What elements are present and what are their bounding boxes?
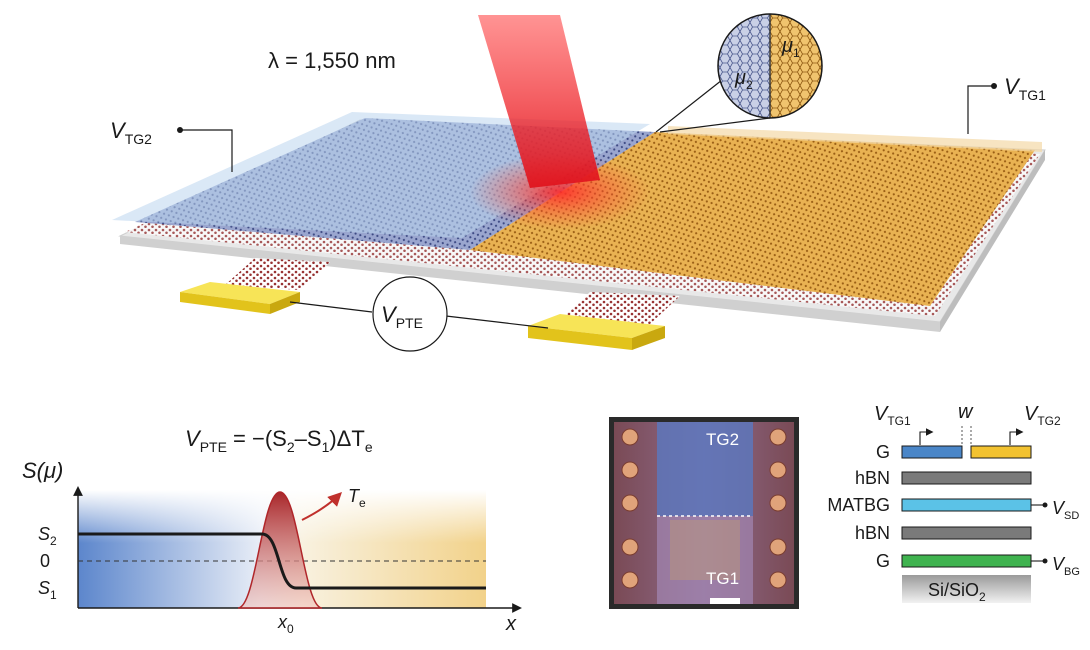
vpte-wire-left — [289, 301, 373, 313]
gate-right-layer — [970, 445, 1032, 459]
mu2-label: μ2 — [734, 67, 753, 92]
layer-label-3: hBN — [855, 523, 890, 543]
hbn-bottom-layer — [901, 526, 1032, 540]
lead-left — [225, 258, 330, 290]
top-gate-1 — [668, 126, 1042, 152]
substrate-label: Si/SiO2 — [928, 580, 986, 604]
layer-label-1: hBN — [855, 468, 890, 488]
optical-micrograph: TG2 TG1 — [609, 417, 799, 609]
seebeck-plot: Te S(μ) x S2 0 S1 x0 — [22, 458, 522, 636]
gate-left-layer — [901, 445, 963, 459]
vpte-meter — [372, 276, 448, 352]
vtg2-label: VTG2 — [110, 118, 152, 147]
bottom-gate-layer — [901, 554, 1032, 568]
vpte-label: VPTE — [381, 302, 423, 331]
x-axis-label: x — [505, 613, 517, 635]
pte-equation: VPTE = −(S2–S1)ΔTe — [185, 426, 373, 455]
layer-label-2: MATBG — [827, 495, 890, 515]
s1-tick: S1 — [38, 578, 57, 602]
mu1-label: μ1 — [781, 35, 800, 60]
micro-tg1-label: TG1 — [706, 569, 739, 588]
stack-vtg2-label: VTG2 — [1024, 403, 1061, 428]
lead-right — [560, 292, 680, 324]
layer-label-0: G — [876, 442, 890, 462]
vpte-wire-right — [445, 315, 549, 329]
wavelength-label: λ = 1,550 nm — [268, 48, 396, 73]
layer-label-4: G — [876, 551, 890, 571]
vtg1-label: VTG1 — [1004, 74, 1046, 103]
contact-pad-right — [528, 314, 665, 350]
matbg-layer — [901, 498, 1032, 512]
substrate-layer — [902, 575, 1031, 603]
layer-stack: VTG1 w VTG2 G hBN MATBG hBN G VSD VBG Si… — [827, 401, 1080, 604]
temperature-peak — [237, 491, 323, 609]
vbg-label: VBG — [1052, 554, 1080, 578]
zero-tick: 0 — [40, 551, 50, 571]
vsd-label: VSD — [1052, 498, 1079, 522]
s2-tick: S2 — [38, 524, 57, 548]
device-illustration: VPTE λ = 1,550 nm VTG2 VTG1 μ1 μ2 — [110, 13, 1046, 352]
x0-tick: x0 — [277, 612, 294, 636]
te-label: Te — [348, 486, 366, 510]
laser-spot — [470, 154, 650, 230]
seebeck-step — [78, 532, 486, 590]
y-axis-label: S(μ) — [22, 458, 63, 483]
micro-tg2-label: TG2 — [706, 430, 739, 449]
stack-vtg1-label: VTG1 — [874, 403, 911, 428]
hbn-top-layer — [901, 471, 1032, 485]
laser-beam — [478, 15, 600, 188]
stack-w-label: w — [958, 401, 974, 423]
top-gate-2 — [112, 112, 650, 238]
contact-pad-left — [180, 282, 300, 314]
